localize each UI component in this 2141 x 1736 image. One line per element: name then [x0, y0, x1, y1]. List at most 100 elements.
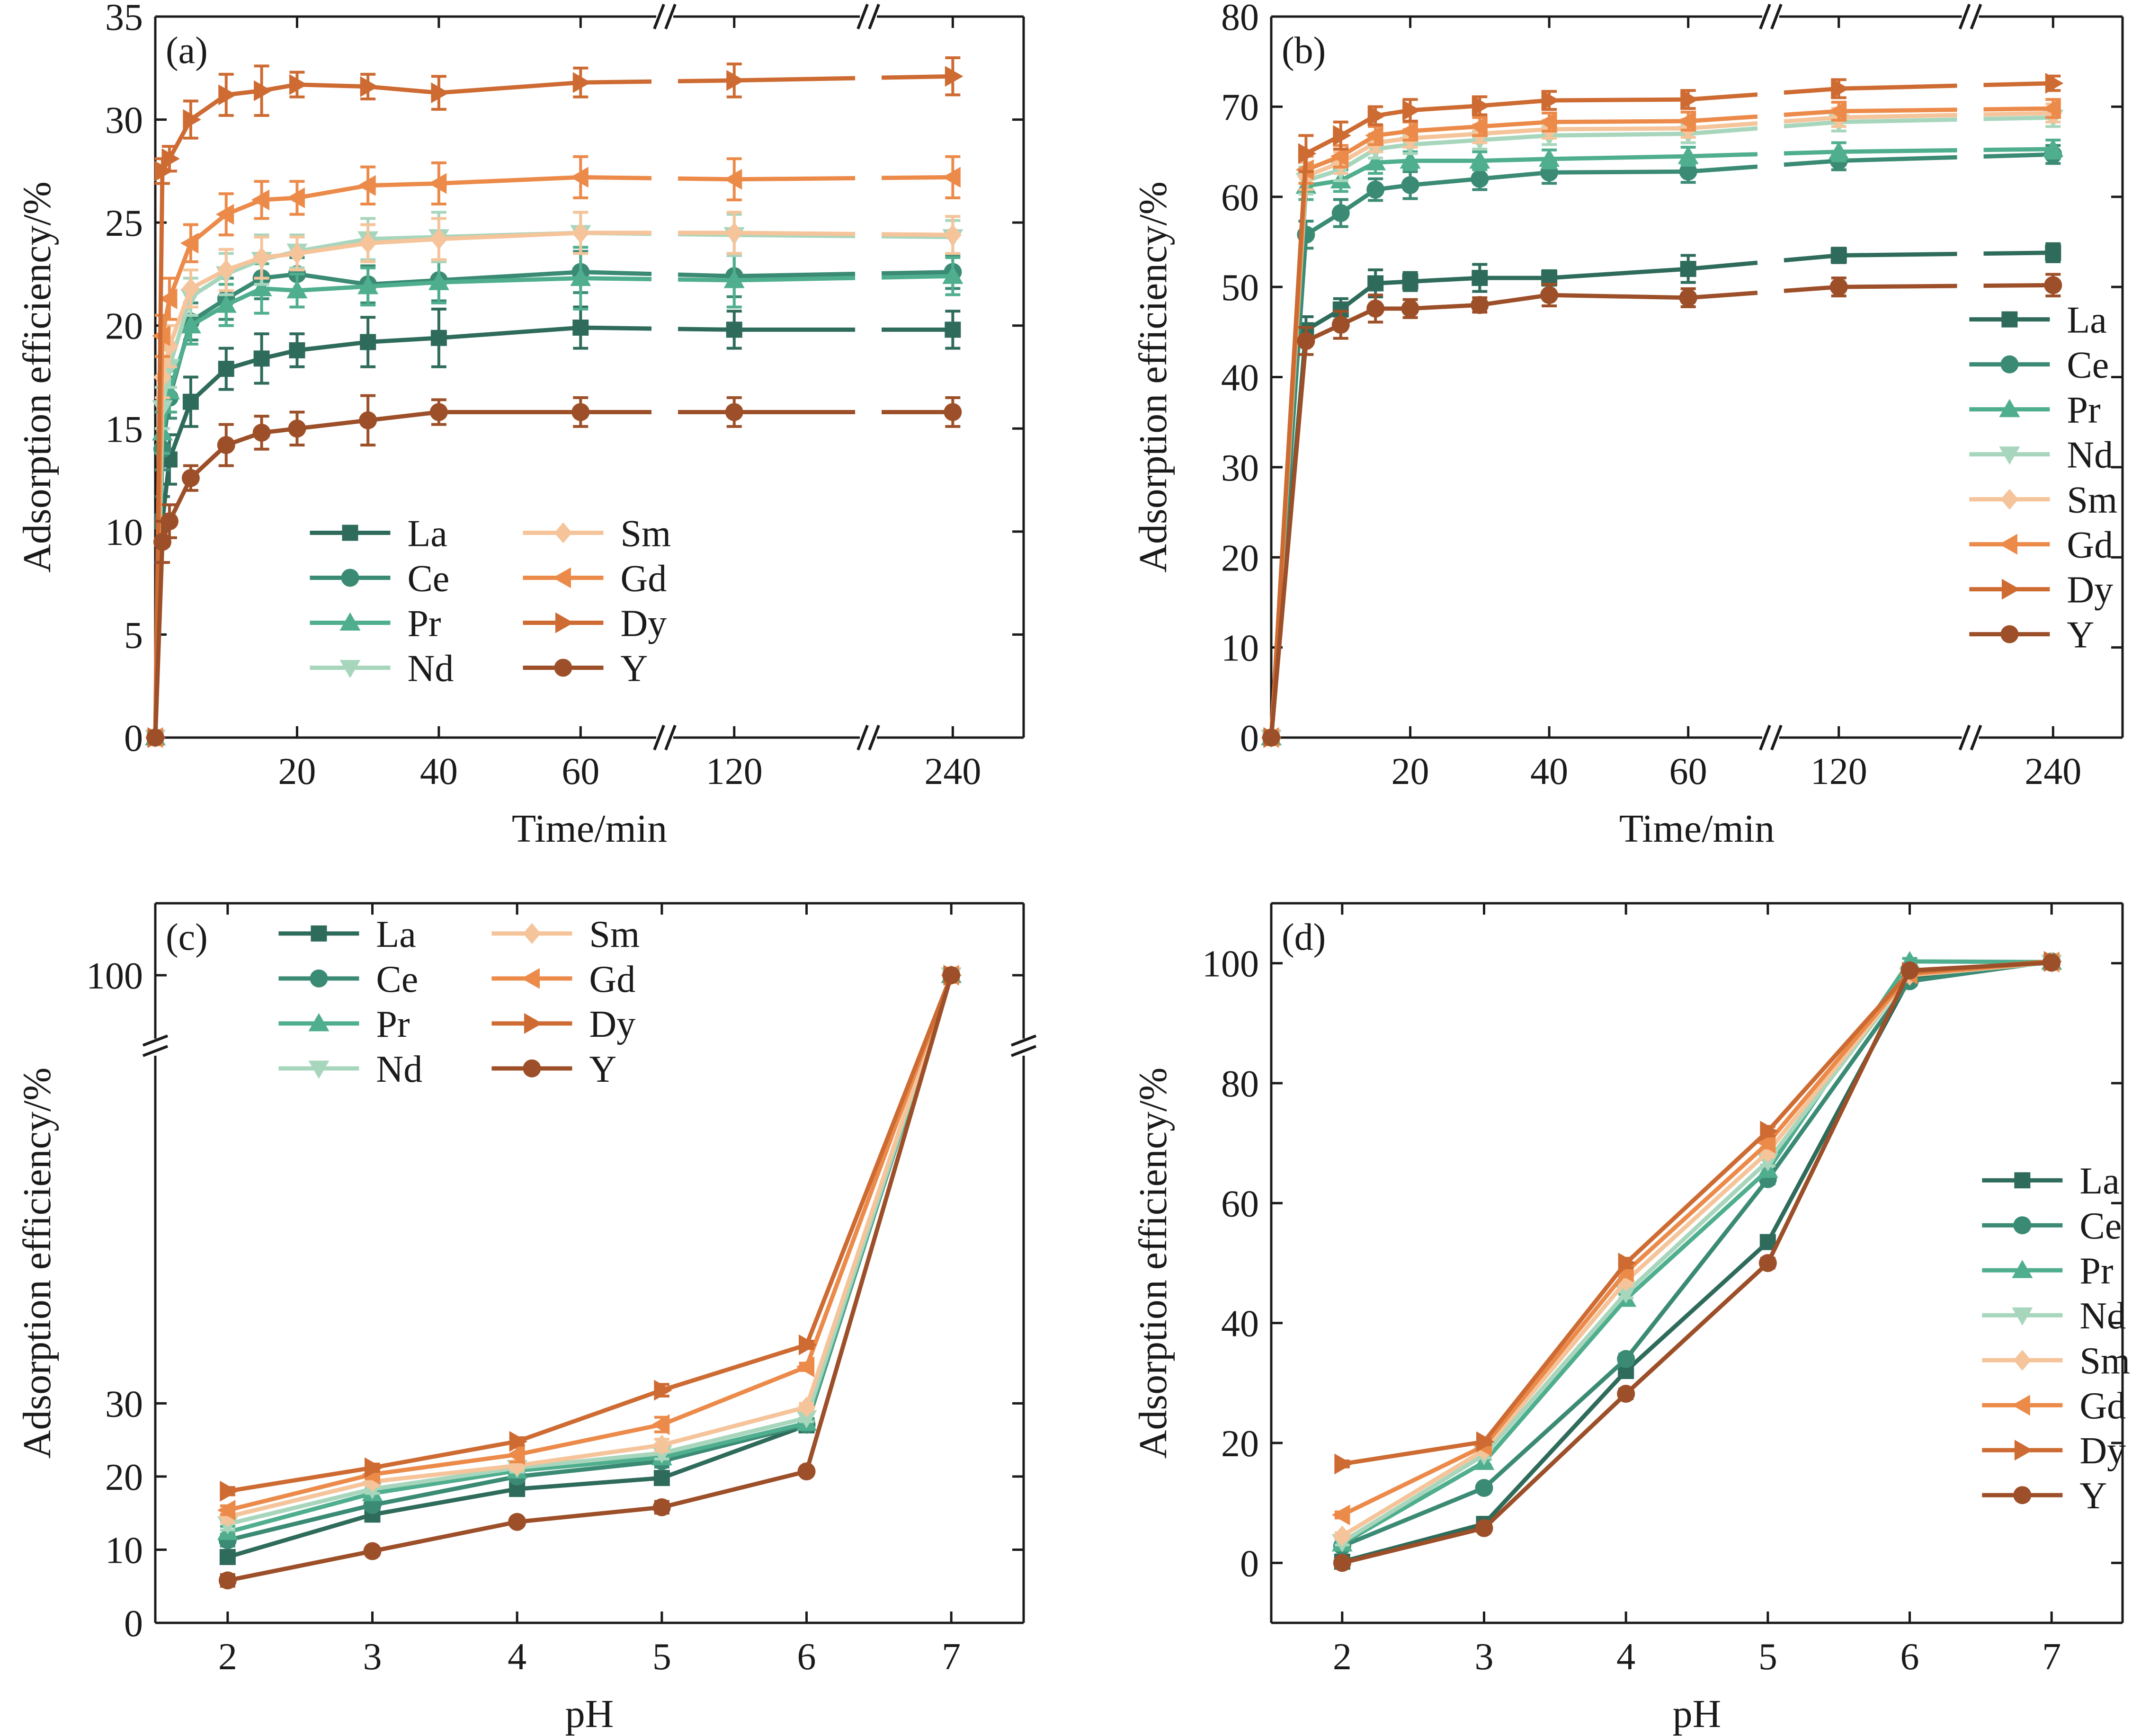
data-point-sm [797, 1397, 816, 1418]
series-line-gd [1480, 120, 1550, 129]
data-point-gd [1539, 111, 1557, 133]
data-point-pr [2043, 138, 2064, 157]
legend-item-gd: Gd [1982, 1385, 2126, 1427]
data-point-gd [1365, 125, 1383, 146]
series-line-ce [372, 1474, 518, 1507]
x-tick-label: 40 [420, 751, 458, 792]
series-line-gd [1624, 1141, 1769, 1274]
series-la [147, 305, 961, 746]
series-line-dy [1624, 1130, 1769, 1265]
series-line-gd [227, 1472, 373, 1513]
series-line-sm [1341, 1448, 1485, 1538]
legend-label: Gd [620, 558, 667, 599]
data-point-la [1367, 275, 1384, 292]
series-line-pr [1549, 154, 1688, 161]
series-line-ce [1838, 155, 1957, 163]
x-axis-title: Time/min [1619, 807, 1775, 851]
legend-marker [2001, 311, 2018, 328]
data-point-pr [570, 267, 591, 286]
series-line-y [1549, 293, 1688, 300]
data-point-sm [508, 1455, 526, 1476]
data-point-y [1900, 961, 1919, 979]
axis-break-mark [1010, 1034, 1037, 1047]
data-point-ce [1475, 1479, 1493, 1497]
data-point-gd [723, 169, 742, 190]
data-point-la [653, 1470, 670, 1487]
panel-label: (b) [1282, 30, 1326, 71]
x-axis-title: pH [1673, 1692, 1722, 1736]
series-line-gd [1688, 114, 1758, 124]
series-line-nd [1410, 138, 1480, 147]
data-point-la [1472, 270, 1488, 286]
legend-marker [339, 612, 361, 631]
y-tick-label: 40 [1221, 357, 1259, 399]
data-point-dy [254, 80, 272, 101]
series-sm [1333, 952, 2061, 1547]
axis-break-mark [1770, 3, 1783, 30]
data-point-y [944, 403, 962, 421]
data-point-pr [251, 278, 272, 296]
legend-label: Dy [2079, 1430, 2126, 1472]
data-point-pr [1400, 150, 1421, 169]
x-tick-label: 120 [706, 751, 763, 792]
legend-item-pr: Pr [1969, 390, 2101, 431]
series-line-la [1688, 260, 1758, 271]
data-point-y [1331, 316, 1350, 334]
y-axis-title: Adsorption efficiency/% [1131, 181, 1175, 573]
y-tick-label: 80 [1221, 1063, 1259, 1105]
data-point-y [181, 469, 200, 487]
data-point-pr [942, 266, 963, 284]
series-dy [147, 56, 963, 748]
legend-item-gd: Gd [491, 959, 635, 1000]
y-tick-label: 30 [105, 100, 143, 142]
series-line-ce [1766, 980, 1912, 1181]
legend-marker [2000, 625, 2019, 643]
data-point-dy [1831, 78, 1849, 99]
legend-marker [2000, 489, 2019, 510]
data-point-y [1475, 1519, 1493, 1537]
legend-label: Nd [2067, 435, 2113, 476]
legend-item-la: La [1969, 300, 2107, 341]
data-point-y [797, 1462, 816, 1481]
series-line-la [1983, 250, 2053, 256]
legend-marker [2013, 1486, 2032, 1505]
series-line-pr [1624, 1168, 1769, 1301]
data-point-gd [215, 204, 234, 225]
data-point-y [1471, 296, 1489, 314]
series-line-sm [1480, 127, 1550, 136]
series-y [218, 966, 961, 1590]
x-tick-label: 120 [1811, 751, 1867, 792]
data-point-la [2045, 244, 2061, 261]
series-pr [1261, 138, 2064, 746]
series-line-ce [227, 1503, 373, 1542]
legend-marker [308, 1060, 330, 1079]
series-line-dy [297, 82, 368, 89]
data-point-dy [1472, 95, 1490, 116]
data-point-dy [1618, 1253, 1637, 1273]
data-point-y [1401, 299, 1419, 318]
data-point-y [288, 419, 306, 438]
series-line-dy [1549, 97, 1688, 103]
series-line-pr [517, 1455, 662, 1473]
axis-break-mark [142, 1045, 169, 1057]
series-line-sm [1410, 131, 1480, 141]
data-point-dy [726, 70, 745, 91]
data-point-dy [1367, 105, 1386, 126]
legend-item-y: Y [523, 648, 648, 689]
data-point-gd [286, 187, 305, 208]
data-point-y [1617, 1385, 1635, 1403]
legend-item-gd: Gd [523, 558, 667, 599]
series-line-y [296, 418, 368, 431]
panel-label: (a) [166, 30, 208, 71]
series-y [1333, 953, 2061, 1572]
series-line-nd [1983, 115, 2053, 121]
x-tick-label: 20 [278, 751, 316, 792]
series-line-la [1410, 276, 1480, 284]
x-tick-label: 7 [942, 1636, 961, 1678]
legend-item-sm: Sm [523, 513, 671, 554]
axes-c: 0 10 20 30 100 2 3 4 5 6 7 pH Adsorption efficiency/… [15, 903, 1024, 1736]
series-gd [145, 155, 961, 748]
data-point-y [1333, 1554, 1351, 1572]
data-point-pr [1469, 150, 1490, 169]
series-line-y [1784, 285, 1839, 293]
